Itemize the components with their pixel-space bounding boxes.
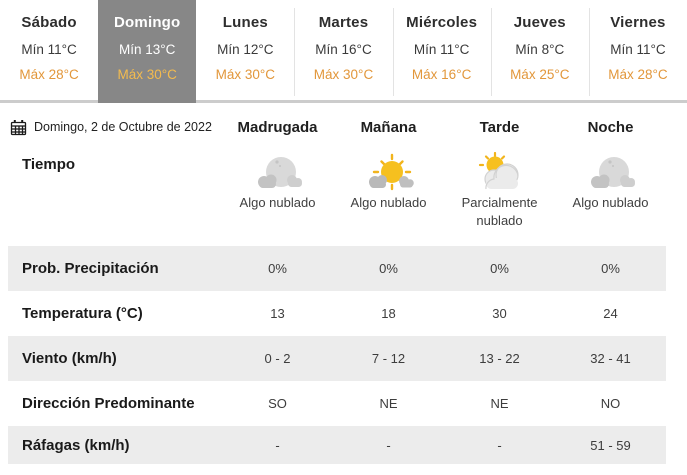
cell-value: 18 xyxy=(381,306,396,321)
period-header-tarde: Tarde xyxy=(479,118,520,136)
min-temp: Mín 11°C xyxy=(610,42,666,57)
cell-value: 13 - 22 xyxy=(479,351,520,366)
moon-with-clouds-icon xyxy=(257,157,302,188)
period-header-row: Domingo, 2 de Octubre de 2022 Madrugada … xyxy=(8,110,666,144)
day-name: Jueves xyxy=(513,14,566,31)
cell-value: 51 - 59 xyxy=(590,437,631,453)
min-temp: Mín 12°C xyxy=(217,42,274,57)
table-row-rafagas: Ráfagas (km/h) - - - 51 - 59 xyxy=(8,426,666,464)
cell-value: 0% xyxy=(379,261,398,276)
cell-value: NE xyxy=(490,396,509,411)
day-name: Domingo xyxy=(114,14,181,31)
day-name: Miércoles xyxy=(406,14,478,31)
max-temp: Máx 28°C xyxy=(608,67,668,82)
row-label: Prob. Precipitación xyxy=(22,260,159,277)
day-tab-lunes[interactable]: Lunes Mín 12°C Máx 30°C xyxy=(196,0,295,100)
weather-cell-tarde: Parcialmente nublado xyxy=(444,144,555,246)
row-label: Ráfagas (km/h) xyxy=(22,436,130,454)
day-tab-domingo-selected[interactable]: Domingo Mín 13°C Máx 30°C xyxy=(98,0,197,103)
period-header-madrugada: Madrugada xyxy=(237,118,318,136)
max-temp: Máx 16°C xyxy=(411,67,472,82)
cell-value: 32 - 41 xyxy=(590,351,631,366)
day-tab-miercoles[interactable]: Miércoles Mín 11°C Máx 16°C xyxy=(392,0,491,100)
calendar-icon xyxy=(10,118,27,135)
weather-caption: Algo nublado xyxy=(350,195,427,210)
row-label-tiempo: Tiempo xyxy=(22,156,76,173)
day-tab-jueves[interactable]: Jueves Mín 8°C Máx 25°C xyxy=(490,0,589,100)
max-temp: Máx 30°C xyxy=(215,67,276,82)
row-label: Viento (km/h) xyxy=(22,350,117,367)
day-selector: Sábado Mín 11°C Máx 28°C Domingo Mín 13°… xyxy=(0,0,687,103)
min-temp: Mín 11°C xyxy=(21,42,77,57)
row-label: Temperatura (°C) xyxy=(22,305,143,322)
cell-value: 13 xyxy=(270,306,285,321)
max-temp: Máx 30°C xyxy=(117,67,177,82)
table-row-viento: Viento (km/h) 0 - 2 7 - 12 13 - 22 32 - … xyxy=(8,336,666,381)
cell-value: 7 - 12 xyxy=(371,351,406,366)
current-date-label: Domingo, 2 de Octubre de 2022 xyxy=(34,120,212,134)
weather-caption: Algo nublado xyxy=(239,195,316,210)
min-temp: Mín 11°C xyxy=(413,42,470,57)
day-tab-sabado[interactable]: Sábado Mín 11°C Máx 28°C xyxy=(0,0,99,100)
max-temp: Máx 28°C xyxy=(19,67,79,82)
day-tab-martes[interactable]: Martes Mín 16°C Máx 30°C xyxy=(294,0,393,100)
cell-value: - xyxy=(497,437,502,453)
max-temp: Máx 25°C xyxy=(510,67,570,82)
weather-cell-manana: Algo nublado xyxy=(333,144,444,246)
cell-value: 24 xyxy=(603,306,618,321)
max-temp: Máx 30°C xyxy=(313,67,374,82)
day-name: Lunes xyxy=(222,14,268,31)
min-temp: Mín 8°C xyxy=(515,42,565,57)
min-temp: Mín 16°C xyxy=(315,42,372,57)
cell-value: 0% xyxy=(490,261,509,276)
weather-row: Tiempo Algo nublado Algo nublado Parcial… xyxy=(8,144,666,246)
date-bar: Domingo, 2 de Octubre de 2022 xyxy=(8,118,222,136)
cell-value: 0% xyxy=(601,261,620,276)
sun-behind-cloud-icon xyxy=(478,152,519,191)
weather-cell-noche: Algo nublado xyxy=(555,144,666,246)
weather-caption: Parcialmente nublado xyxy=(461,195,538,228)
weather-cell-madrugada: Algo nublado xyxy=(222,144,333,246)
period-header-noche: Noche xyxy=(587,118,634,136)
sun-with-clouds-icon xyxy=(367,153,415,191)
row-label: Dirección Predominante xyxy=(22,395,195,412)
day-name: Viernes xyxy=(610,14,666,31)
cell-value: - xyxy=(386,437,391,453)
table-row-temperatura: Temperatura (°C) 13 18 30 24 xyxy=(8,291,666,336)
period-header-manana: Mañana xyxy=(360,118,417,136)
min-temp: Mín 13°C xyxy=(119,42,176,57)
cell-value: NE xyxy=(379,396,398,411)
day-name: Martes xyxy=(318,14,369,31)
cell-value: SO xyxy=(268,396,287,411)
day-name: Sábado xyxy=(21,14,77,31)
weather-caption: Algo nublado xyxy=(572,195,649,210)
moon-with-clouds-icon xyxy=(590,157,635,188)
cell-value: NO xyxy=(600,396,621,411)
cell-value: 30 xyxy=(492,306,507,321)
cell-value: - xyxy=(275,437,280,453)
table-row-precipitacion: Prob. Precipitación 0% 0% 0% 0% xyxy=(8,246,666,291)
cell-value: 0% xyxy=(268,261,287,276)
cell-value: 0 - 2 xyxy=(264,351,291,366)
table-row-direccion: Dirección Predominante SO NE NE NO xyxy=(8,381,666,426)
day-tab-viernes[interactable]: Viernes Mín 11°C Máx 28°C xyxy=(588,0,687,100)
